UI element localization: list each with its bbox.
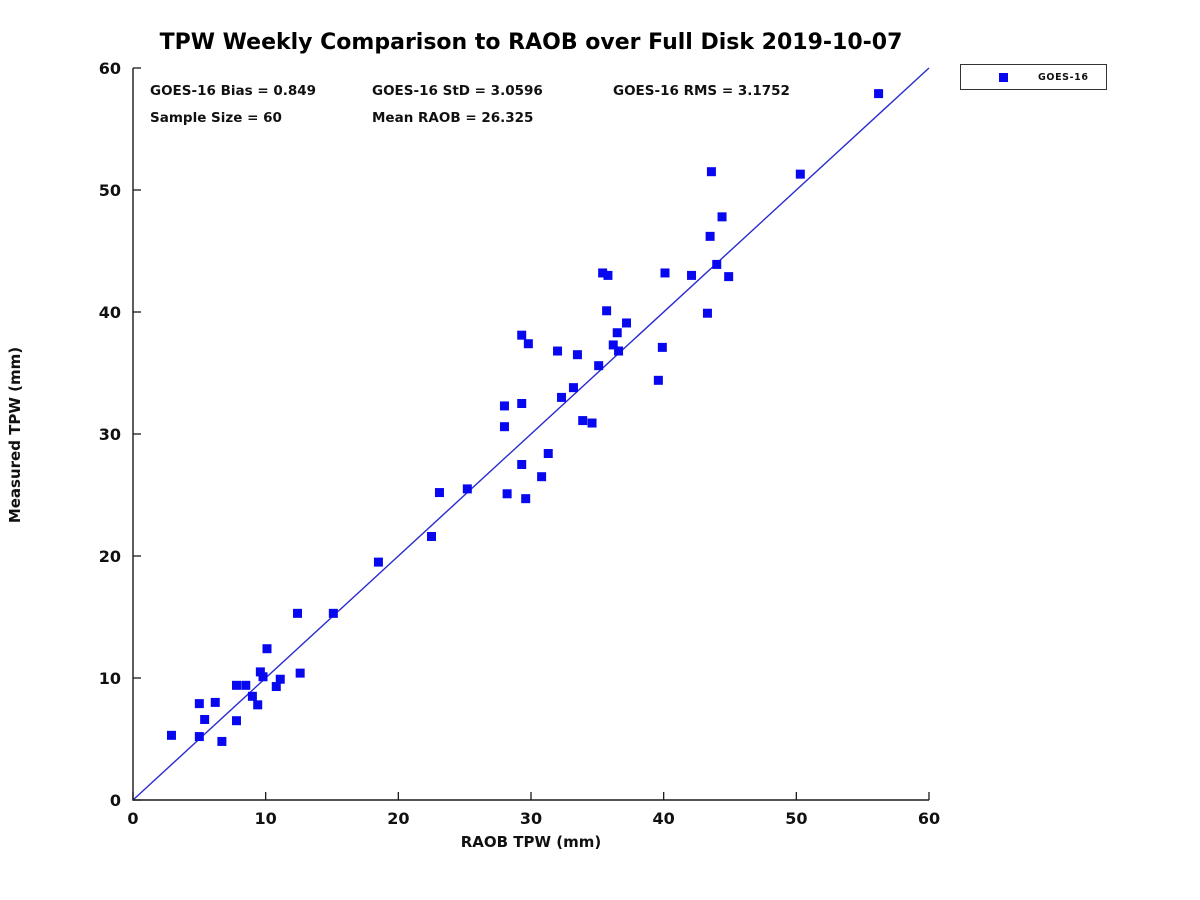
data-point-marker [255, 667, 265, 677]
x-tick-label: 40 [653, 809, 675, 828]
data-point-marker [874, 89, 884, 99]
data-point-marker [502, 489, 512, 499]
data-point-marker [598, 268, 608, 278]
data-point-marker [373, 557, 383, 567]
data-point-marker [258, 672, 268, 682]
data-point-marker [521, 494, 531, 504]
data-point-marker [517, 399, 527, 408]
data-point-marker [194, 699, 204, 709]
data-point-marker [608, 340, 618, 350]
y-tick-label: 10 [99, 669, 121, 688]
y-tick-label: 20 [99, 547, 121, 566]
data-point-marker [517, 460, 527, 469]
x-tick-label: 50 [785, 809, 807, 828]
data-point-marker [262, 644, 272, 654]
data-point-marker [293, 608, 303, 618]
data-point-marker [166, 730, 176, 740]
data-point-marker [653, 375, 663, 385]
chart-title: TPW Weekly Comparison to RAOB over Full … [159, 30, 903, 55]
data-point-marker [572, 350, 582, 360]
data-point-marker [706, 167, 716, 177]
data-point-marker [724, 272, 734, 282]
x-tick-label: 30 [520, 809, 542, 828]
data-point-marker [275, 674, 285, 684]
data-point-marker [702, 308, 712, 318]
data-point-marker [462, 484, 472, 494]
x-tick-label: 10 [255, 809, 277, 828]
y-tick-label: 60 [99, 59, 121, 78]
data-point-marker [194, 732, 204, 742]
y-tick-label: 40 [99, 303, 121, 322]
data-point-marker [712, 259, 722, 269]
data-point-marker [231, 716, 241, 726]
data-point-marker [602, 306, 612, 316]
identity-line [132, 67, 930, 801]
data-point-marker [295, 668, 305, 678]
data-point-marker [231, 680, 241, 690]
data-point-marker [523, 339, 533, 349]
stat-sample-size: Sample Size = 60 [150, 110, 282, 126]
data-point-marker [210, 697, 220, 707]
data-point-marker [614, 346, 624, 356]
data-point-marker [687, 270, 697, 280]
data-point-marker [705, 231, 715, 241]
data-point-marker [660, 268, 670, 278]
data-point-marker [537, 472, 547, 482]
data-point-marker [795, 169, 805, 179]
data-point-marker [434, 488, 444, 498]
stat-mean-raob: Mean RAOB = 26.325 [372, 110, 534, 126]
stat-rms: GOES-16 RMS = 3.1752 [613, 83, 790, 99]
data-point-marker [587, 418, 597, 428]
data-point-marker [657, 342, 667, 352]
y-tick-label: 30 [99, 425, 121, 444]
data-point-marker [241, 680, 251, 690]
y-tick-label: 0 [110, 791, 121, 810]
data-point-marker [557, 392, 567, 402]
data-point-marker [247, 691, 257, 701]
data-point-marker [594, 361, 604, 371]
data-point-marker [427, 531, 436, 541]
legend-label: GOES-16 [1038, 71, 1089, 83]
data-point-marker [253, 700, 263, 710]
data-point-marker [578, 416, 588, 426]
data-point-marker [612, 328, 622, 338]
data-point-marker [622, 318, 632, 328]
data-point-marker [543, 449, 553, 459]
x-tick-label: 60 [918, 809, 940, 828]
data-point-marker [200, 714, 210, 724]
data-point-marker [217, 736, 227, 746]
legend-marker-square-icon [999, 72, 1008, 82]
y-axis-label: Measured TPW (mm) [6, 346, 24, 524]
data-point-marker [499, 401, 509, 411]
data-point-marker [517, 330, 527, 340]
x-tick-label: 0 [127, 809, 138, 828]
x-tick-label: 20 [387, 809, 409, 828]
data-point-marker [568, 383, 578, 393]
data-point-marker [328, 608, 338, 618]
stat-bias: GOES-16 Bias = 0.849 [150, 83, 317, 99]
data-point-marker [553, 346, 563, 356]
data-point-marker [271, 682, 281, 692]
x-axis-label: RAOB TPW (mm) [460, 833, 602, 851]
stat-std: GOES-16 StD = 3.0596 [372, 83, 543, 99]
y-tick-label: 50 [99, 181, 121, 200]
legend[interactable]: GOES-16 [960, 64, 1107, 90]
data-point-marker [717, 212, 727, 222]
data-point-marker [499, 422, 509, 432]
data-point-marker [603, 270, 613, 280]
